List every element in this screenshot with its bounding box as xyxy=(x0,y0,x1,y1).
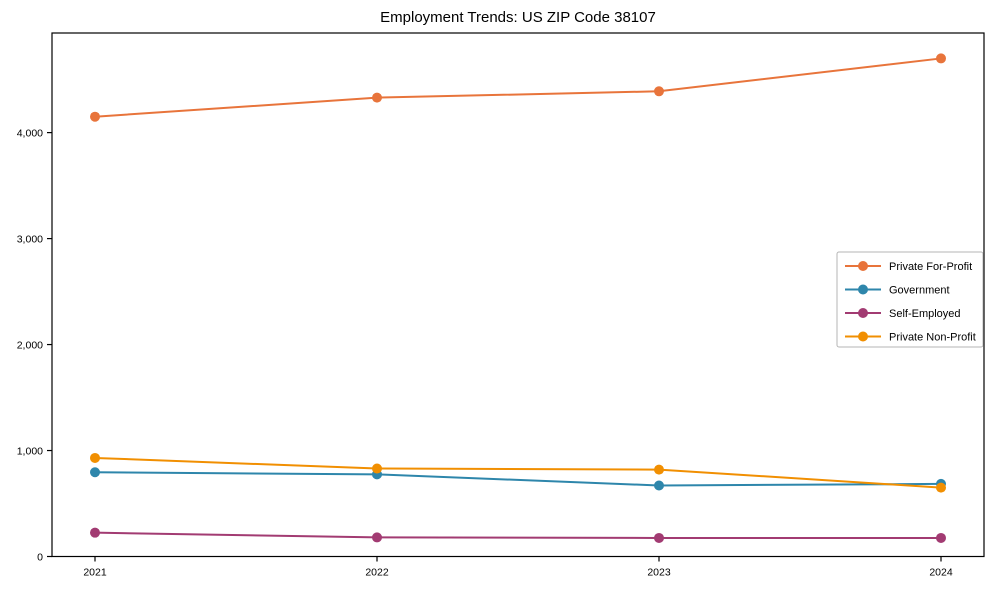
y-tick-label: 4,000 xyxy=(17,127,43,139)
legend-box xyxy=(836,251,984,348)
marker-private-for-profit xyxy=(372,92,382,103)
y-tick-label: 2,000 xyxy=(17,339,43,351)
marker-government xyxy=(654,480,664,491)
y-tick-label: 1,000 xyxy=(17,445,43,457)
plot-area: 0 1,000 2,000 3,000 4,000 2021 2022 2023 2024 xyxy=(17,32,985,579)
marker-private-for-profit xyxy=(90,111,100,122)
line-series-private-non-profit xyxy=(94,456,942,489)
legend: Private For-Profit Government Self-Employe… xyxy=(836,251,984,348)
marker-self-employed xyxy=(90,527,100,538)
legend-item-private-non-profit: Private Non-Profit xyxy=(845,331,976,343)
x-tick-label: 2024 xyxy=(929,567,953,579)
marker-private-for-profit xyxy=(654,86,664,97)
x-tick-label: 2022 xyxy=(365,567,389,579)
legend-marker-icon xyxy=(858,308,868,318)
legend-marker-icon xyxy=(858,284,868,295)
marker-private-non-profit xyxy=(90,452,100,463)
marker-self-employed xyxy=(654,532,664,543)
line-series-private-for-profit xyxy=(94,57,942,118)
x-tick-label: 2023 xyxy=(647,567,671,579)
legend-item-private-for-profit: Private For-Profit xyxy=(845,261,972,273)
y-tick-label: 3,000 xyxy=(17,233,43,245)
marker-private-non-profit xyxy=(654,464,664,475)
y-tick-label: 0 xyxy=(37,551,43,563)
legend-label: Self-Employed xyxy=(889,308,961,320)
marker-self-employed xyxy=(936,532,946,543)
legend-label: Government xyxy=(889,284,950,296)
legend-label: Private For-Profit xyxy=(889,261,972,273)
marker-private-non-profit xyxy=(936,482,946,493)
marker-self-employed xyxy=(372,532,382,543)
chart-title: Employment Trends: US ZIP Code 38107 xyxy=(380,9,656,26)
plot-border xyxy=(51,32,985,558)
legend-item-self-employed: Self-Employed xyxy=(845,308,961,320)
legend-marker-icon xyxy=(858,331,868,342)
legend-marker-icon xyxy=(858,261,868,271)
x-tick-label: 2021 xyxy=(83,567,107,579)
marker-private-for-profit xyxy=(936,53,946,64)
line-series-government xyxy=(94,471,942,487)
legend-item-government: Government xyxy=(845,284,950,296)
marker-private-non-profit xyxy=(372,463,382,474)
line-series-self-employed xyxy=(94,531,941,539)
marker-government xyxy=(90,467,100,478)
legend-label: Private Non-Profit xyxy=(889,331,976,343)
